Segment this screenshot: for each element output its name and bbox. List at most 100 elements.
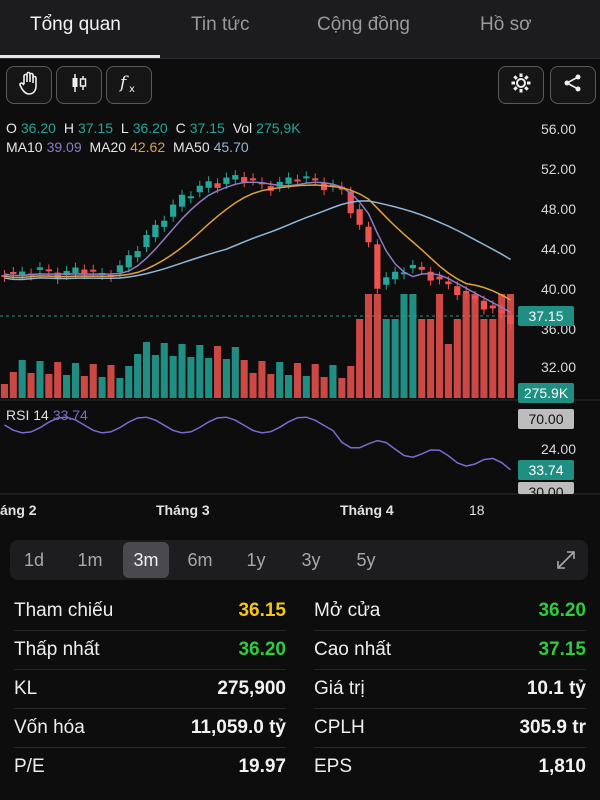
ma20-line [4, 184, 511, 301]
candle-body [374, 244, 381, 289]
volume-value: 275,9K [256, 120, 301, 136]
rsi-upper-tag: 70.00 [518, 409, 574, 429]
range-1d[interactable]: 1d [23, 550, 45, 570]
chart-type-button[interactable] [56, 66, 102, 104]
candle-body [249, 178, 257, 181]
candle-body [276, 181, 283, 187]
settings-button[interactable] [498, 66, 544, 104]
volume-bar [435, 294, 444, 398]
month-label: Tháng 4 [340, 502, 394, 518]
tab-community[interactable]: Cộng đồng [317, 14, 410, 35]
price-chart[interactable] [0, 110, 600, 500]
tab-overview[interactable]: Tổng quan [30, 14, 121, 35]
volume-bar [205, 358, 213, 398]
candle-body [409, 264, 416, 269]
volume-bar [489, 319, 497, 398]
share-button[interactable] [550, 66, 596, 104]
stat-value: 11,059.0 tỷ [190, 717, 286, 738]
volume-bar [427, 319, 435, 398]
volume-bar [480, 319, 488, 398]
expand-icon [555, 551, 577, 575]
high-value: 37.15 [77, 120, 113, 136]
candlestick-icon [68, 71, 90, 100]
stat-row: Mở cửa 36.20 [314, 592, 586, 631]
rsi-lower-tag: 30.00 [518, 482, 574, 494]
volume-bar [71, 363, 80, 398]
rsi-line [4, 416, 512, 471]
low-value: 36.20 [132, 120, 168, 136]
stat-row: Cao nhất 37.15 [314, 631, 586, 670]
volume-bar [320, 377, 328, 398]
volume-bar [329, 365, 337, 398]
volume-bar [462, 294, 470, 398]
candle-body [418, 266, 425, 270]
candle-body [454, 286, 461, 296]
tab-news[interactable]: Tin tức [191, 14, 250, 35]
range-1m[interactable]: 1m [77, 550, 103, 570]
crosshair-mode-button[interactable] [6, 66, 52, 104]
candle-body [427, 271, 434, 281]
volume-bar [151, 355, 159, 398]
stat-row: Vốn hóa 11,059.0 tỷ [14, 709, 286, 748]
volume-bar [160, 343, 168, 398]
rsi-current-tag: 33.74 [518, 460, 574, 480]
volume-bar [45, 374, 53, 398]
candle-body [400, 272, 408, 275]
stat-label: Mở cửa [314, 600, 381, 621]
volume-bar [498, 294, 506, 398]
stat-row: P/E 19.97 [14, 748, 286, 786]
candle-body [445, 281, 452, 285]
stat-label: EPS [314, 756, 353, 777]
volume-bar [27, 373, 35, 398]
stat-value: 36.20 [538, 600, 586, 621]
svg-text:x: x [129, 84, 135, 95]
month-label: áng 2 [0, 502, 37, 518]
volume-bar [9, 372, 17, 398]
candle-body [196, 185, 203, 193]
price-axis-label: 32.00 [540, 359, 576, 375]
candle-body [489, 305, 496, 309]
volume-bar [285, 375, 293, 398]
volume-bar [356, 319, 364, 398]
tab-profile[interactable]: Hồ sơ [480, 14, 532, 35]
volume-bar [382, 319, 390, 398]
candle-body [178, 194, 186, 207]
candle-body [214, 183, 221, 188]
volume-bar [169, 356, 177, 398]
candle-body [436, 276, 443, 280]
volume-bar [36, 361, 44, 398]
candle-body [480, 300, 488, 310]
fullscreen-button[interactable] [555, 549, 577, 576]
volume-bar [311, 364, 319, 398]
candle-body [36, 267, 44, 270]
volume-bar [213, 346, 222, 398]
share-icon [562, 72, 584, 99]
range-5y[interactable]: 5y [356, 550, 376, 570]
volume-bar [196, 345, 204, 398]
open-value: 36.20 [20, 120, 56, 136]
volume-bar [258, 361, 266, 398]
volume-bar [267, 374, 275, 398]
ma-legend: MA10 39.09 MA20 42.62 MA50 45.70 [6, 139, 249, 155]
range-6m[interactable]: 6m [187, 550, 213, 570]
candle-body [72, 267, 79, 273]
volume-bar [0, 384, 8, 398]
volume-bar [364, 294, 373, 398]
stat-value: 1,810 [538, 756, 586, 777]
range-3m[interactable]: 3m [123, 542, 169, 578]
volume-bar [89, 364, 97, 398]
range-1y[interactable]: 1y [246, 550, 266, 570]
ohlc-legend: O 36.20 H 37.15 L 36.20 C 37.15 Vol 275,9K [6, 120, 301, 136]
volume-bar [249, 373, 257, 398]
stat-label: Vốn hóa [14, 717, 85, 738]
ma50-value: 45.70 [213, 139, 249, 155]
candle-body [161, 220, 168, 227]
volume-bar [276, 362, 284, 398]
volume-bar [444, 344, 452, 398]
stat-row: Tham chiếu 36.15 [14, 592, 286, 631]
volume-bar [293, 363, 302, 398]
stat-label: Thấp nhất [14, 639, 100, 660]
stat-row: Giá trị 10.1 tỷ [314, 670, 586, 709]
range-3y[interactable]: 3y [301, 550, 321, 570]
